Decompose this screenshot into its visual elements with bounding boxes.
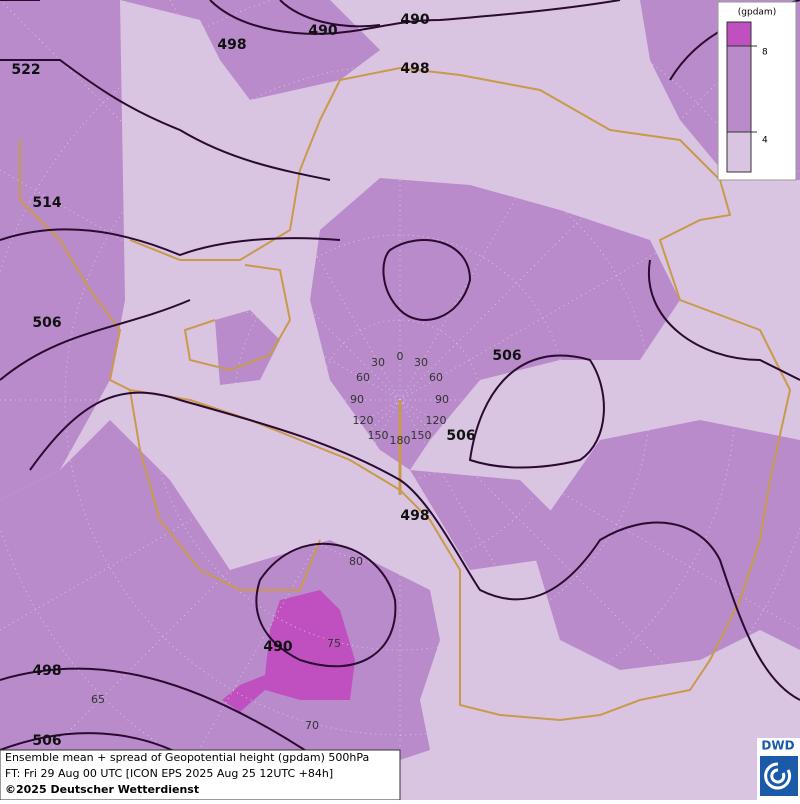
caption-line: Ensemble mean + spread of Geopotential h… [5,751,369,764]
contour-label: 522 [11,62,40,78]
contour-label: 514 [32,195,61,211]
legend-swatch [726,21,752,47]
contour-label: 498 [400,61,429,77]
longitude-label: 0 [397,350,404,363]
contour-label: 490 [400,12,429,28]
latitude-label: 80 [349,555,363,568]
coastline [19,66,792,722]
contour-label: 506 [492,348,521,364]
latitude-label: 70 [305,719,319,732]
legend-title: (gpdam) [738,8,776,18]
legend-label: 8 [762,48,768,58]
longitude-label: 150 [411,429,432,442]
legend: (gpdam) 8 4 [717,1,797,181]
longitude-label: 30 [371,356,385,369]
caption: Ensemble mean + spread of Geopotential h… [0,749,401,801]
contour-labels: 490 490 498 498 522 514 506 506 506 498 … [11,12,521,749]
longitude-label: 120 [353,414,374,427]
spread-high [222,590,355,712]
longitude-label: 90 [350,393,364,406]
legend-swatch [726,131,752,173]
contour-label: 490 [308,23,337,39]
contour-label: 498 [32,663,61,679]
latitude-label: 75 [327,637,341,650]
longitude-label: 120 [426,414,447,427]
longitude-label: 30 [414,356,428,369]
caption-line: ©2025 Deutscher Wetterdienst [5,783,199,796]
longitude-label: 60 [429,371,443,384]
contour-label: 498 [217,37,246,53]
longitude-label: 60 [356,371,370,384]
graticule-labels: 0 30 30 60 60 90 90 120 120 150 150 180 … [91,350,449,732]
contour-label: 506 [446,428,475,444]
contour-label: 506 [32,733,61,749]
legend-label: 4 [762,136,768,146]
logo: DWD [757,738,800,800]
logo-text: DWD [761,739,794,753]
latitude-label: 65 [91,693,105,706]
contour-label: 498 [400,508,429,524]
longitude-label: 90 [435,393,449,406]
logo-swirl [764,762,792,790]
contour-label: 506 [32,315,61,331]
legend-swatch [726,45,752,133]
caption-box [0,749,401,801]
longitude-label: 180 [390,434,411,447]
longitude-label: 150 [368,429,389,442]
contour-label: 490 [263,639,292,655]
caption-line: FT: Fri 29 Aug 00 UTC [ICON EPS 2025 Aug… [5,767,333,780]
